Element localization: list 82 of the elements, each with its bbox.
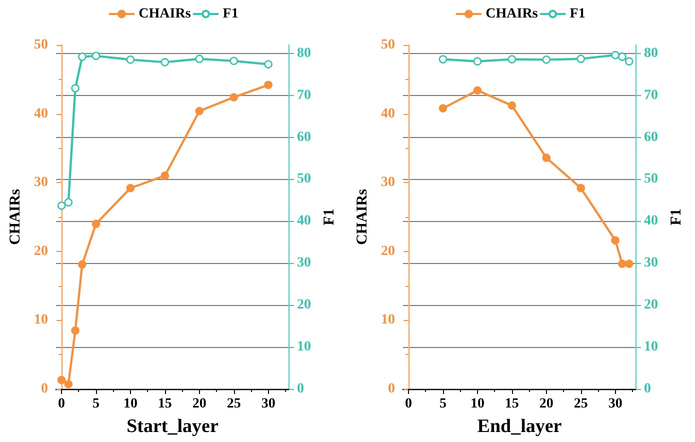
y2-tick-label: 70 <box>297 88 311 103</box>
y2-axis-title: F1 <box>668 208 684 226</box>
y2-tick-label: 60 <box>644 130 658 145</box>
y2-tick-label: 20 <box>297 298 311 313</box>
y2-tick-label: 70 <box>644 88 658 103</box>
y-tick-label: 20 <box>381 244 395 259</box>
y2-tick-label: 0 <box>297 382 304 396</box>
point <box>160 58 170 66</box>
x-axis-title: Start_layer <box>126 416 219 437</box>
y2-tick-label: 30 <box>297 256 311 271</box>
point <box>78 52 86 61</box>
point <box>92 52 100 60</box>
y-axis-title: CHAIRs <box>8 188 24 245</box>
point <box>542 154 551 162</box>
y-tick-label: 10 <box>34 312 48 328</box>
point <box>92 220 100 228</box>
x-tick-label: 15 <box>504 396 519 412</box>
y2-tick-label: 40 <box>297 214 311 229</box>
y2-tick-label: 50 <box>297 172 311 187</box>
x-tick-label: 10 <box>470 396 484 412</box>
x-tick-label: 20 <box>539 396 554 412</box>
point <box>126 184 135 192</box>
point <box>264 80 272 90</box>
x-tick-label: 30 <box>608 396 622 412</box>
legend-label: CHAIRs <box>138 6 192 22</box>
point <box>71 84 80 92</box>
legend-label: CHAIRs <box>486 6 538 22</box>
y-tick-label: 0 <box>388 382 395 396</box>
legend-label: F1 <box>570 6 586 22</box>
y2-tick-label: 80 <box>644 46 658 61</box>
y2-tick-label: 50 <box>644 172 658 187</box>
point <box>71 326 80 335</box>
x-axis-title: End_layer <box>477 416 562 437</box>
y-tick-label: 30 <box>34 175 48 190</box>
point <box>618 260 626 268</box>
y-tick-label: 30 <box>381 175 395 190</box>
y2-tick-label: 40 <box>644 214 658 229</box>
x-tick-label: 30 <box>261 396 276 412</box>
point <box>195 54 204 63</box>
point <box>611 236 620 245</box>
point <box>264 60 272 68</box>
x-tick-label: 10 <box>123 396 138 412</box>
x-tick-label: 20 <box>192 396 206 412</box>
point <box>126 56 135 64</box>
y-tick-label: 50 <box>381 38 395 52</box>
y2-tick-label: 20 <box>644 298 658 313</box>
point <box>230 93 238 102</box>
y2-tick-label: 0 <box>644 382 651 396</box>
y-tick-label: 20 <box>34 244 48 259</box>
x-tick-label: 15 <box>158 396 172 412</box>
point <box>64 380 73 388</box>
x-tick-label: 25 <box>574 396 588 412</box>
x-tick-label: 5 <box>439 396 446 412</box>
y-axis-title: CHAIRs <box>354 188 371 245</box>
point <box>57 202 66 210</box>
point <box>438 104 448 112</box>
point <box>160 172 170 180</box>
x-tick-label: 0 <box>405 396 412 412</box>
y2-tick-label: 10 <box>644 340 658 355</box>
point <box>195 106 204 116</box>
x-tick-label: 0 <box>58 396 66 412</box>
point <box>473 86 482 95</box>
y-tick-label: 50 <box>34 38 48 52</box>
y-tick-label: 10 <box>381 312 395 328</box>
x-tick-label: 5 <box>92 396 100 412</box>
x-tick-label: 25 <box>226 396 241 412</box>
point <box>624 260 634 268</box>
point <box>576 184 585 192</box>
point <box>230 56 238 66</box>
y2-tick-label: 10 <box>297 340 311 355</box>
y2-tick-label: 80 <box>297 46 311 61</box>
y-tick-label: 40 <box>381 106 395 122</box>
y2-tick-label: 30 <box>644 256 658 271</box>
y-tick-label: 0 <box>41 382 48 396</box>
legend-label: F1 <box>222 6 238 22</box>
y2-axis-title: F1 <box>321 208 338 226</box>
point <box>57 376 66 384</box>
point <box>78 260 86 269</box>
y2-tick-label: 60 <box>297 130 311 145</box>
point <box>508 101 516 110</box>
point <box>64 198 73 206</box>
y-tick-label: 40 <box>34 106 48 122</box>
